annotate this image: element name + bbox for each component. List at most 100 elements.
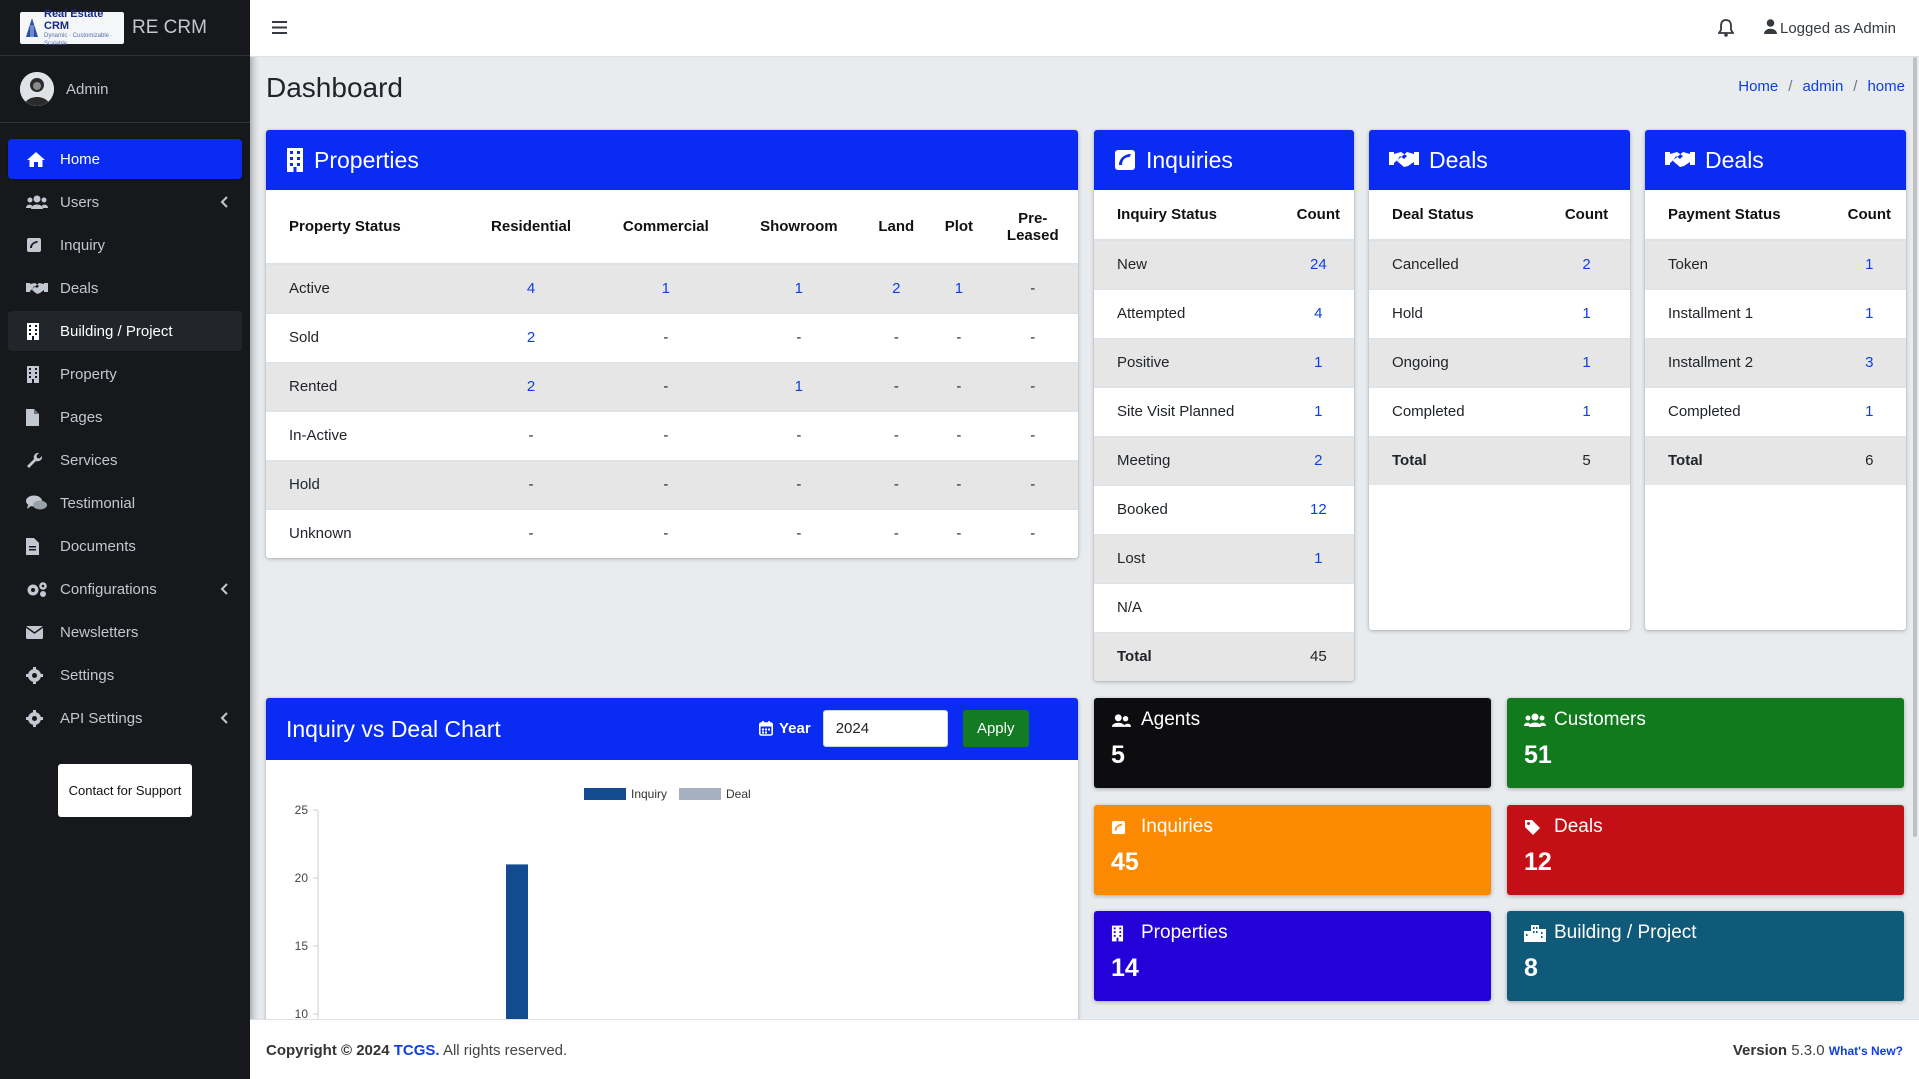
sidebar-item-building-project[interactable]: Building / Project [8, 311, 242, 351]
row-label: Unknown [266, 508, 466, 558]
breadcrumb-current[interactable]: home [1867, 78, 1905, 95]
cell-value[interactable]: 2 [1543, 239, 1630, 289]
agents-box[interactable]: Agents 5 [1094, 698, 1491, 788]
row-label: In-Active [266, 410, 466, 460]
tag-icon [1524, 819, 1546, 836]
copyright-text: Copyright © 2024 [266, 1042, 390, 1059]
cell-value[interactable]: 1 [1832, 386, 1906, 436]
breadcrumb-admin[interactable]: admin [1802, 78, 1844, 95]
sidebar-item-api-settings[interactable]: API Settings [8, 698, 242, 738]
cell-value[interactable]: 1 [735, 361, 863, 411]
cell-value[interactable]: 1 [1282, 337, 1354, 387]
total-label: Total [1645, 435, 1833, 485]
cell-value[interactable]: 2 [1282, 435, 1354, 485]
cell-value: - [465, 410, 597, 460]
copyright: Copyright © 2024 TCGS. All rights reserv… [266, 1042, 567, 1059]
apply-button[interactable]: Apply [962, 710, 1029, 747]
sidebar-item-inquiry[interactable]: Inquiry [8, 225, 242, 265]
property-icon [26, 365, 48, 383]
file-icon [26, 408, 48, 426]
customers-box[interactable]: Customers 51 [1507, 698, 1904, 788]
cell-value[interactable]: 1 [1282, 533, 1354, 583]
cell-value[interactable]: 1 [1543, 386, 1630, 436]
sidebar-item-documents[interactable]: Documents [8, 526, 242, 566]
cell-value: - [987, 312, 1078, 362]
hamburger-menu-icon[interactable] [272, 21, 287, 38]
building-icon [286, 148, 304, 172]
box-label: Customers [1554, 709, 1646, 730]
box-label: Properties [1141, 922, 1228, 943]
row-label: Hold [266, 459, 466, 509]
sidebar-item-pages[interactable]: Pages [8, 397, 242, 437]
brand[interactable]: Real Estate CRM Dynamic · Customizable ·… [0, 0, 250, 56]
sidebar-item-services[interactable]: Services [8, 440, 242, 480]
sidebar-item-testimonial[interactable]: Testimonial [8, 483, 242, 523]
deals-box[interactable]: Deals 12 [1507, 805, 1904, 895]
cell-value[interactable]: 1 [596, 263, 736, 313]
cell-value[interactable]: 4 [465, 263, 597, 313]
company-link[interactable]: TCGS. [393, 1042, 440, 1059]
building-project-box[interactable]: Building / Project 8 [1507, 911, 1904, 1001]
logged-in-label: Logged as Admin [1780, 20, 1896, 37]
bell-icon[interactable] [1717, 19, 1735, 41]
cell-value[interactable]: 1 [1282, 386, 1354, 436]
wrench-icon [26, 451, 48, 469]
cell-value[interactable]: 1 [1832, 239, 1906, 289]
cell-value[interactable]: 1 [1543, 288, 1630, 338]
sidebar-item-settings[interactable]: Settings [8, 655, 242, 695]
cell-value: - [862, 410, 931, 460]
logged-in-user[interactable]: Logged as Admin [1764, 19, 1896, 38]
inquiry-icon [26, 236, 48, 254]
y-tick-label: 15 [295, 939, 309, 953]
box-label: Inquiries [1141, 816, 1213, 837]
row-label: Installment 1 [1645, 288, 1833, 338]
cell-value[interactable]: 4 [1282, 288, 1354, 338]
legend-swatch [584, 788, 626, 800]
comments-icon [26, 494, 48, 512]
cell-value[interactable]: 1 [735, 263, 863, 313]
page-scrollbar[interactable] [1913, 57, 1917, 837]
sidebar-item-configurations[interactable]: Configurations [8, 569, 242, 609]
cell-value[interactable]: 1 [1543, 337, 1630, 387]
cell-value[interactable]: 2 [862, 263, 931, 313]
row-label: Ongoing [1369, 337, 1544, 387]
deals-card: Deals Deal Status Count Cancelled 2 Hold 1 On… [1369, 130, 1630, 630]
col-header: Pre- Leased [987, 190, 1078, 265]
sidebar-item-deals[interactable]: Deals [8, 268, 242, 308]
sidebar-item-label: Deals [60, 279, 99, 297]
cogs-icon [26, 580, 48, 598]
row-label: Rented [266, 361, 466, 411]
cell-value: - [465, 508, 597, 558]
contact-support-button[interactable]: Contact for Support [58, 764, 192, 817]
cell-value: - [596, 459, 736, 509]
sidebar-item-newsletters[interactable]: Newsletters [8, 612, 242, 652]
sidebar-item-label: Property [60, 365, 117, 383]
sidebar-item-label: Newsletters [60, 623, 139, 641]
properties-box[interactable]: Properties 14 [1094, 911, 1491, 1001]
chevron-left-icon [220, 195, 228, 212]
table-row: Completed 1 [1369, 386, 1630, 436]
user-panel[interactable]: Admin [0, 56, 250, 123]
breadcrumb-home[interactable]: Home [1738, 78, 1779, 95]
year-input[interactable]: 2024 [822, 710, 948, 747]
cell-value: - [862, 508, 931, 558]
cell-value: - [987, 410, 1078, 460]
cell-value[interactable]: 24 [1282, 239, 1354, 289]
row-label: Active [266, 263, 466, 313]
cell-value[interactable]: 2 [465, 361, 597, 411]
cell-value[interactable]: 1 [1832, 288, 1906, 338]
payments-card-header: Deals [1645, 130, 1906, 190]
cell-value[interactable]: 1 [930, 263, 988, 313]
cell-value [1282, 582, 1354, 632]
cell-value[interactable]: 3 [1832, 337, 1906, 387]
sidebar-item-property[interactable]: Property [8, 354, 242, 394]
table-row: Site Visit Planned 1 [1094, 386, 1354, 436]
sidebar-item-users[interactable]: Users [8, 182, 242, 222]
inquiries-box[interactable]: Inquiries 45 [1094, 805, 1491, 895]
sidebar-item-home[interactable]: Home [8, 139, 242, 179]
cell-value[interactable]: 2 [465, 312, 597, 362]
cell-value[interactable]: 12 [1282, 484, 1354, 534]
whats-new-link[interactable]: What's New? [1828, 1044, 1903, 1058]
table-row: Positive 1 [1094, 337, 1354, 387]
